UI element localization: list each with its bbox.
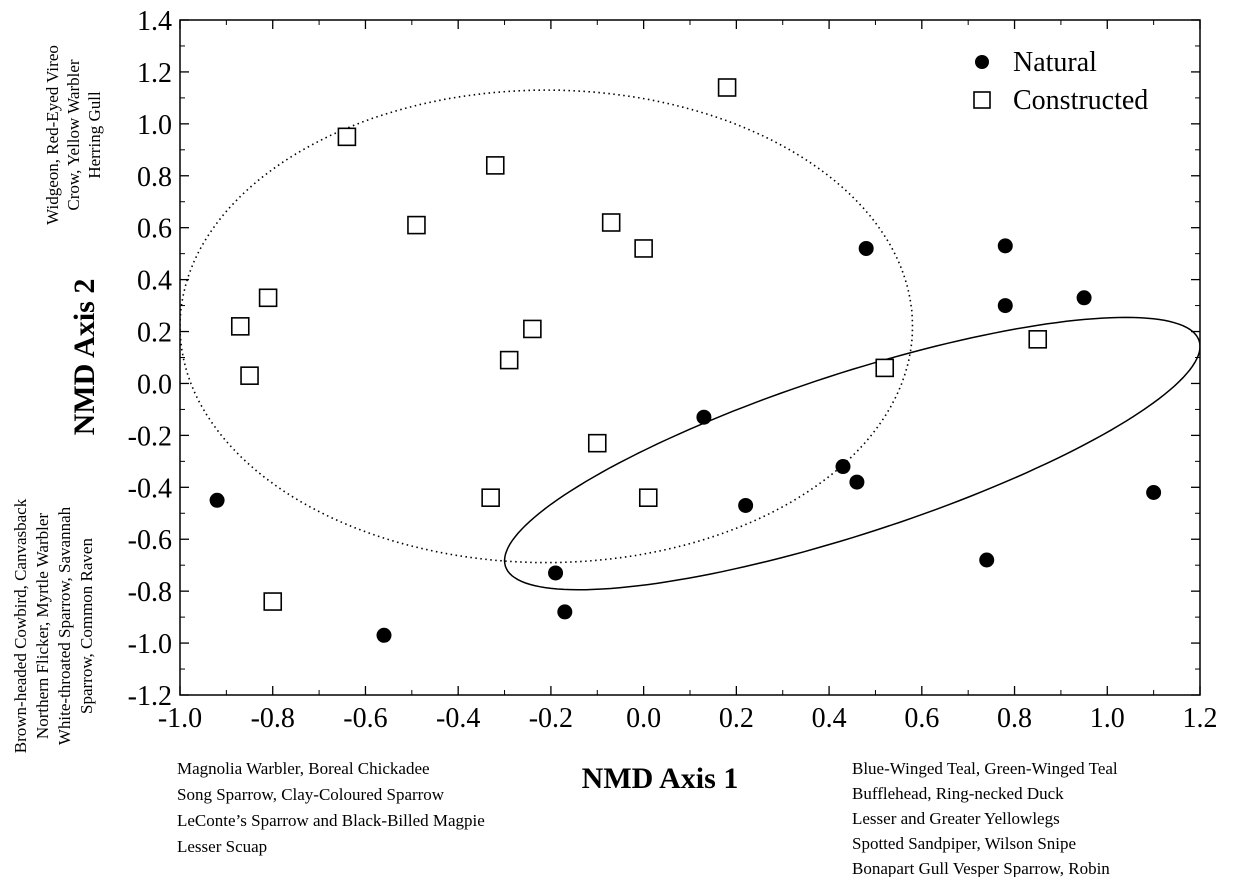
annotation-lower-left-line-4: Sparrow, Common Raven [77, 538, 96, 714]
constructed-point [263, 592, 283, 611]
constructed-point [638, 488, 658, 507]
constructed-point [240, 366, 259, 385]
natural-point [209, 492, 225, 508]
natural-point [557, 604, 573, 620]
constructed-point [485, 156, 505, 175]
y-tick-label: -0.8 [128, 577, 172, 608]
natural-point [979, 552, 995, 568]
constructed-point [499, 350, 519, 370]
ellipse-layer [180, 89, 1200, 591]
annotation-bottom-right-line-1: Blue-Winged Teal, Green-Winged Teal [852, 759, 1118, 778]
constructed-ellipse [180, 89, 914, 564]
y-tick-label: -0.6 [128, 525, 172, 556]
y-tick-label: 1.2 [137, 58, 172, 89]
natural-point [858, 240, 874, 256]
constructed-point [258, 288, 278, 308]
x-tick-label: -0.2 [529, 703, 573, 734]
constructed-point [634, 239, 653, 258]
x-tick-label: -0.8 [251, 703, 295, 734]
annotation-bottom-left-line-3: LeConte’s Sparrow and Black-Billed Magpi… [177, 811, 485, 830]
x-tick-label: -0.6 [343, 703, 387, 734]
x-tick-label: 1.0 [1090, 703, 1125, 734]
constructed-point [230, 317, 250, 336]
natural-point [1076, 290, 1092, 306]
natural-point [997, 298, 1013, 314]
y-tick-label: 1.0 [137, 110, 172, 141]
annotation-upper-left-line-1: Widgeon, Red-Eyed Vireo [43, 45, 62, 225]
tick-layer: -1.0 -0.8 -0.6 -0.4 -0.2 0.0 0.2 0.4 0.6 0.8 1.0 1.… [128, 6, 1218, 734]
constructed-point [875, 358, 895, 378]
annotation-bottom-right-line-3: Lesser and Greater Yellowlegs [852, 809, 1060, 828]
y-tick-label: 0.0 [137, 369, 172, 400]
y-axis-title: NMD Axis 2 [68, 279, 101, 436]
annotation-bottom-left-line-2: Song Sparrow, Clay-Coloured Sparrow [177, 785, 445, 804]
constructed-point [337, 127, 357, 147]
y-tick-label: 0.2 [137, 318, 172, 349]
annotation-lower-left-line-2: Northern Flicker, Myrtle Warbler [33, 513, 52, 739]
natural-point [997, 238, 1013, 254]
annotation-lower-left-line-1: Brown-headed Cowbird, Canvasback [11, 498, 30, 753]
x-tick-label: 0.2 [719, 703, 754, 734]
natural-point [696, 409, 712, 425]
legend: Natural Constructed [973, 47, 1148, 116]
annotation-bottom-right: Blue-Winged Teal, Green-Winged Teal Buff… [852, 759, 1118, 877]
natural-point [1146, 485, 1162, 500]
y-tick-label: 0.4 [137, 266, 172, 297]
natural-point [548, 565, 564, 581]
x-axis-title: NMD Axis 1 [582, 762, 739, 795]
natural-ellipse [503, 316, 1200, 591]
annotation-bottom-left-line-1: Magnolia Warbler, Boreal Chickadee [177, 759, 430, 778]
annotation-lower-left-line-3: White-throated Sparrow, Savannah [55, 506, 74, 745]
constructed-point [523, 319, 542, 339]
legend-constructed-marker [973, 91, 991, 109]
legend-natural-marker [975, 55, 989, 69]
marker-layer [209, 78, 1162, 643]
x-tick-label: -1.0 [158, 703, 202, 734]
annotation-bottom-right-line-4: Spotted Sandpiper, Wilson Snipe [852, 834, 1076, 853]
x-tick-label: 0.4 [812, 703, 847, 734]
constructed-point [717, 78, 737, 97]
annotation-upper-left-line-3: Herring Gull [85, 91, 104, 179]
y-tick-label: -0.4 [128, 473, 172, 504]
annotation-bottom-left-line-4: Lesser Scuap [177, 837, 267, 856]
y-tick-label: 1.4 [137, 6, 172, 37]
y-tick-label: -1.0 [128, 629, 172, 660]
constructed-point [601, 213, 621, 232]
y-tick-label: -0.2 [128, 421, 172, 452]
annotation-upper-left: Widgeon, Red-Eyed Vireo Crow, Yellow War… [43, 45, 104, 225]
natural-point [376, 627, 392, 643]
annotation-bottom-left: Magnolia Warbler, Boreal Chickadee Song … [177, 759, 485, 856]
x-tick-label: 0.0 [626, 703, 661, 734]
natural-point [738, 497, 754, 513]
annotation-lower-left: Brown-headed Cowbird, Canvasback Norther… [11, 498, 96, 753]
y-tick-label: 0.8 [137, 162, 172, 193]
plot-frame [179, 19, 1201, 696]
natural-point [835, 459, 851, 475]
x-tick-label: 1.2 [1183, 703, 1218, 734]
y-tick-label: -1.2 [128, 681, 172, 712]
constructed-point [1028, 330, 1048, 349]
legend-natural-label: Natural [1013, 47, 1097, 78]
y-tick-label: 0.6 [137, 214, 172, 245]
x-tick-label: -0.4 [436, 703, 480, 734]
natural-point [849, 474, 865, 490]
annotation-bottom-right-line-5: Bonapart Gull Vesper Sparrow, Robin [852, 859, 1110, 877]
legend-constructed-label: Constructed [1013, 85, 1148, 116]
annotation-bottom-right-line-2: Bufflehead, Ring-necked Duck [852, 784, 1064, 803]
x-tick-label: 0.6 [904, 703, 939, 734]
annotation-upper-left-line-2: Crow, Yellow Warbler [64, 59, 83, 210]
constructed-point [407, 215, 426, 235]
x-tick-label: 0.8 [997, 703, 1032, 734]
constructed-point [587, 433, 607, 453]
constructed-point [481, 488, 500, 507]
